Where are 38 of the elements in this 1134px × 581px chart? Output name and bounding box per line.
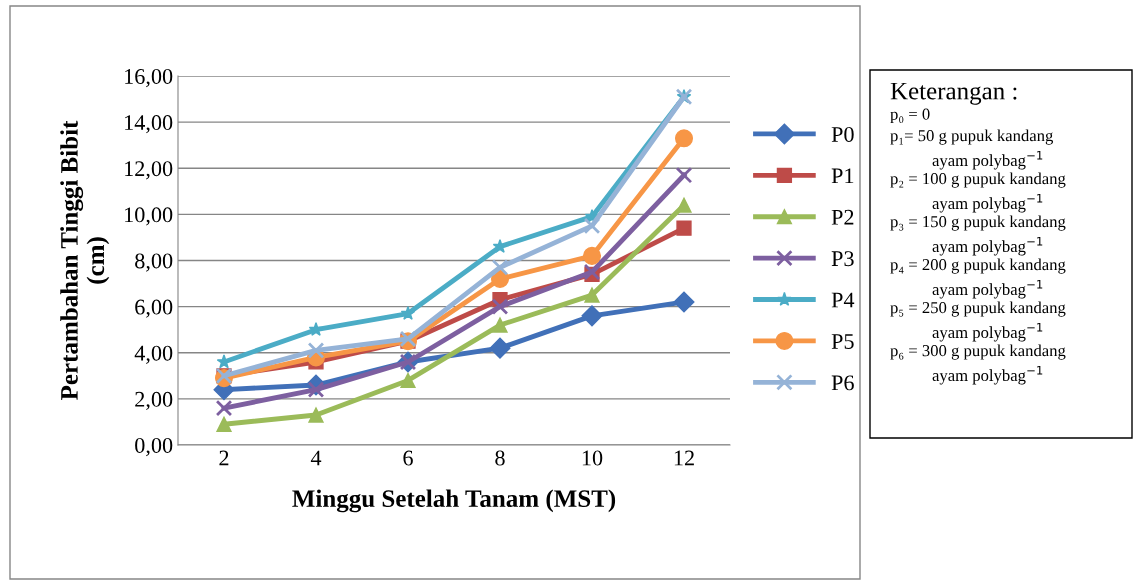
y-tick-label: 6,00: [135, 299, 173, 318]
legend-label: P0: [831, 126, 854, 142]
y-tick-label: 14,00: [125, 115, 173, 134]
x-tick-label: 6: [403, 450, 413, 466]
y-tick-label: 4,00: [134, 345, 173, 364]
legend-label: P4: [831, 292, 855, 308]
legend-label: P5: [831, 334, 854, 349]
text: ayam polybag$^{−1}$: [932, 194, 1043, 213]
x-tick-label: 2: [219, 450, 229, 466]
text: ayam polybag$^{−1}$: [932, 280, 1043, 299]
y-tick-label: 0,00: [135, 437, 173, 457]
legend-label: P1: [831, 168, 854, 184]
text: ayam polybag$^{−1}$: [932, 323, 1043, 342]
text: ayam polybag$^{−1}$: [932, 151, 1043, 170]
text: ayam polybag$^{−1}$: [932, 237, 1043, 256]
text: p₀ = 0: [890, 108, 930, 124]
x-tick-label: 12: [674, 450, 694, 466]
x-axis-title: Minggu Setelah Tanam (MST): [292, 489, 616, 513]
text: p₆ = 300 g pupuk kandang: [890, 344, 1066, 360]
legend-label: P2: [831, 209, 854, 225]
legend-label: P6: [831, 375, 854, 391]
y-tick-label: 12,00: [125, 161, 173, 180]
text: p₅ = 250 g pupuk kandang: [890, 301, 1066, 317]
y-tick-label: 16,00: [125, 68, 173, 88]
y-axis-title: Pertambahan Tinggi Bibit (cm): [60, 120, 110, 400]
y-tick-label: 10,00: [125, 207, 173, 226]
text: ayam polybag$^{−1}$: [932, 366, 1043, 385]
text: p₄ = 200 g pupuk kandang: [890, 258, 1066, 274]
legend-label: P3: [831, 251, 854, 267]
text: p₁= 50 g pupuk kandang: [890, 129, 1054, 145]
x-tick-label: 8: [495, 450, 505, 466]
text: p₃ = 150 g pupuk kandang: [890, 215, 1066, 231]
y-tick-label: 8,00: [135, 253, 173, 272]
text: Keterangan :: [890, 82, 1017, 105]
y-tick-label: 2,00: [135, 391, 173, 410]
x-tick-label: 4: [310, 450, 322, 466]
x-tick-label: 10: [582, 450, 603, 466]
text: p₂ = 100 g pupuk kandang: [890, 172, 1066, 188]
